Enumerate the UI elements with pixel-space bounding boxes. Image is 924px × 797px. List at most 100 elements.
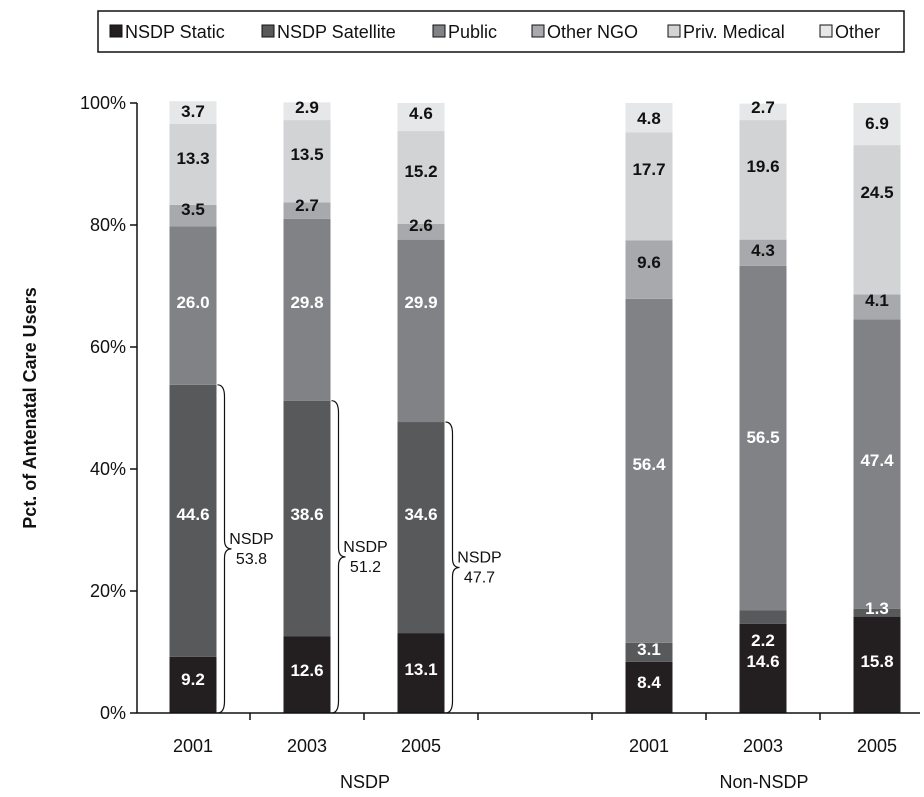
x-tick-label: 2005 [401, 736, 441, 756]
data-label: 14.6 [746, 652, 779, 671]
bar-segment [397, 239, 445, 423]
bar-stack [853, 103, 901, 713]
brace-label-title: NSDP [457, 550, 501, 567]
data-label: 12.6 [290, 661, 323, 680]
bar-segment [853, 294, 901, 320]
data-label: 4.8 [637, 109, 661, 128]
bar-segment [397, 223, 445, 240]
data-label: 6.9 [865, 114, 889, 133]
data-label: 15.2 [404, 162, 437, 181]
data-label: 4.3 [751, 241, 775, 260]
brace [217, 384, 232, 714]
annotations: NSDP 53.8 NSDP 51.2 NSDP 47.7 [217, 384, 502, 714]
legend-label: NSDP Satellite [277, 22, 396, 42]
x-axis: 2001 2003 2005 2001 2003 2005 NSDP Non-NSDP [137, 712, 920, 792]
data-label: 3.5 [181, 200, 205, 219]
legend-swatch [109, 24, 123, 38]
bar-segment [853, 616, 901, 713]
brace [331, 400, 346, 714]
bar-segment [169, 656, 217, 713]
data-label: 24.5 [860, 183, 893, 202]
data-label: 3.7 [181, 102, 205, 121]
y-tick-label: 60% [90, 337, 126, 357]
bar-segment [739, 103, 787, 121]
bar-segment [739, 239, 787, 266]
x-tick-label: 2001 [173, 736, 213, 756]
y-tick-label: 0% [100, 703, 126, 723]
bar-segment [397, 131, 445, 224]
bar-segment [625, 661, 673, 713]
bar-segment [625, 298, 673, 643]
legend-label: Other NGO [547, 22, 638, 42]
bar-segment [739, 623, 787, 713]
bar-segment [397, 633, 445, 713]
bar-segment [739, 265, 787, 611]
data-label: 9.2 [181, 670, 205, 689]
data-label: 38.6 [290, 505, 323, 524]
y-tick-label: 40% [90, 459, 126, 479]
data-label: 2.2 [751, 631, 775, 650]
bar-stack [397, 103, 445, 713]
legend-swatch [667, 24, 681, 38]
data-label: 17.7 [632, 160, 665, 179]
data-label: 19.6 [746, 157, 779, 176]
data-label: 29.9 [404, 293, 437, 312]
bar-segment [625, 642, 673, 662]
data-label: 56.5 [746, 428, 779, 447]
data-label: 56.4 [632, 455, 666, 474]
x-tick-label: 2003 [287, 736, 327, 756]
data-label: 13.1 [404, 660, 437, 679]
x-tick-label: 2001 [629, 736, 669, 756]
brace-label-title: NSDP [343, 539, 387, 556]
data-label: 15.8 [860, 652, 893, 671]
legend-swatch [531, 24, 545, 38]
bar-stack [169, 101, 217, 713]
data-label: 26.0 [176, 293, 209, 312]
bar-segment [283, 218, 331, 401]
bar-segment [169, 226, 217, 385]
bar-segment [625, 132, 673, 241]
bar-segment [853, 103, 901, 146]
bar-segment [625, 103, 673, 133]
bar-segment [853, 608, 901, 617]
data-label: 3.1 [637, 640, 661, 659]
legend-label: NSDP Static [125, 22, 225, 42]
x-tick-label: 2005 [857, 736, 897, 756]
x-group-label: NSDP [340, 772, 390, 792]
data-label: 47.4 [860, 451, 894, 470]
bar-segment [397, 422, 445, 634]
data-label: 9.6 [637, 253, 661, 272]
bar-segment [625, 240, 673, 299]
data-label: 2.7 [751, 98, 775, 117]
y-tick-label: 80% [90, 215, 126, 235]
bar-segment [169, 384, 217, 657]
brace [445, 421, 460, 714]
y-tick-label: 100% [80, 93, 126, 113]
x-tick-label: 2003 [743, 736, 783, 756]
data-label: 2.7 [295, 196, 319, 215]
bar-segment [283, 120, 331, 203]
legend-label: Other [835, 22, 880, 42]
bar-segment [283, 202, 331, 219]
data-label: 8.4 [637, 673, 661, 692]
data-label: 4.1 [865, 291, 889, 310]
bar-segment [169, 204, 217, 227]
bar-segment [169, 101, 217, 124]
bar-segment [169, 123, 217, 205]
brace-label-value: 51.2 [350, 559, 381, 576]
bar-segment [397, 103, 445, 132]
legend-swatch [261, 24, 275, 38]
y-axis: 0% 20% 40% 60% 80% 100% [80, 93, 138, 723]
legend-label: Public [448, 22, 497, 42]
bar-stack [739, 103, 787, 713]
data-label: 29.8 [290, 293, 323, 312]
data-label: 4.6 [409, 104, 433, 123]
data-label: 13.5 [290, 145, 323, 164]
bar-segment [739, 120, 787, 240]
brace-label-value: 53.8 [236, 551, 267, 568]
bar-segment [283, 400, 331, 637]
data-label: 2.6 [409, 216, 433, 235]
y-tick-label: 20% [90, 581, 126, 601]
bar-segment [283, 636, 331, 713]
